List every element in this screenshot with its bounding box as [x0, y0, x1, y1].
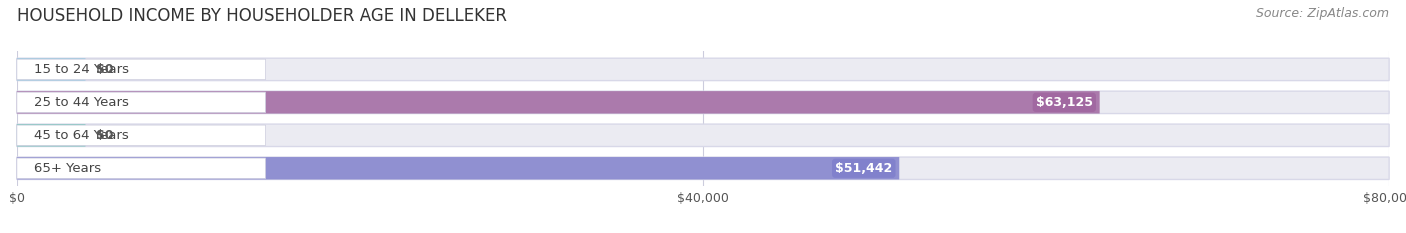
Text: $0: $0 — [96, 129, 114, 142]
Text: 25 to 44 Years: 25 to 44 Years — [34, 96, 129, 109]
Text: $51,442: $51,442 — [835, 162, 893, 175]
FancyBboxPatch shape — [17, 58, 86, 81]
Text: HOUSEHOLD INCOME BY HOUSEHOLDER AGE IN DELLEKER: HOUSEHOLD INCOME BY HOUSEHOLDER AGE IN D… — [17, 7, 508, 25]
Text: $0: $0 — [96, 63, 114, 76]
FancyBboxPatch shape — [17, 124, 86, 147]
FancyBboxPatch shape — [17, 59, 266, 80]
Text: Source: ZipAtlas.com: Source: ZipAtlas.com — [1256, 7, 1389, 20]
FancyBboxPatch shape — [17, 157, 900, 179]
Text: 65+ Years: 65+ Years — [34, 162, 101, 175]
FancyBboxPatch shape — [17, 91, 1389, 113]
FancyBboxPatch shape — [17, 91, 1099, 113]
FancyBboxPatch shape — [17, 92, 266, 113]
FancyBboxPatch shape — [17, 58, 1389, 81]
FancyBboxPatch shape — [17, 124, 1389, 147]
Text: 45 to 64 Years: 45 to 64 Years — [34, 129, 129, 142]
FancyBboxPatch shape — [17, 157, 1389, 179]
Text: $63,125: $63,125 — [1036, 96, 1092, 109]
FancyBboxPatch shape — [17, 125, 266, 146]
FancyBboxPatch shape — [17, 158, 266, 178]
Text: 15 to 24 Years: 15 to 24 Years — [34, 63, 129, 76]
